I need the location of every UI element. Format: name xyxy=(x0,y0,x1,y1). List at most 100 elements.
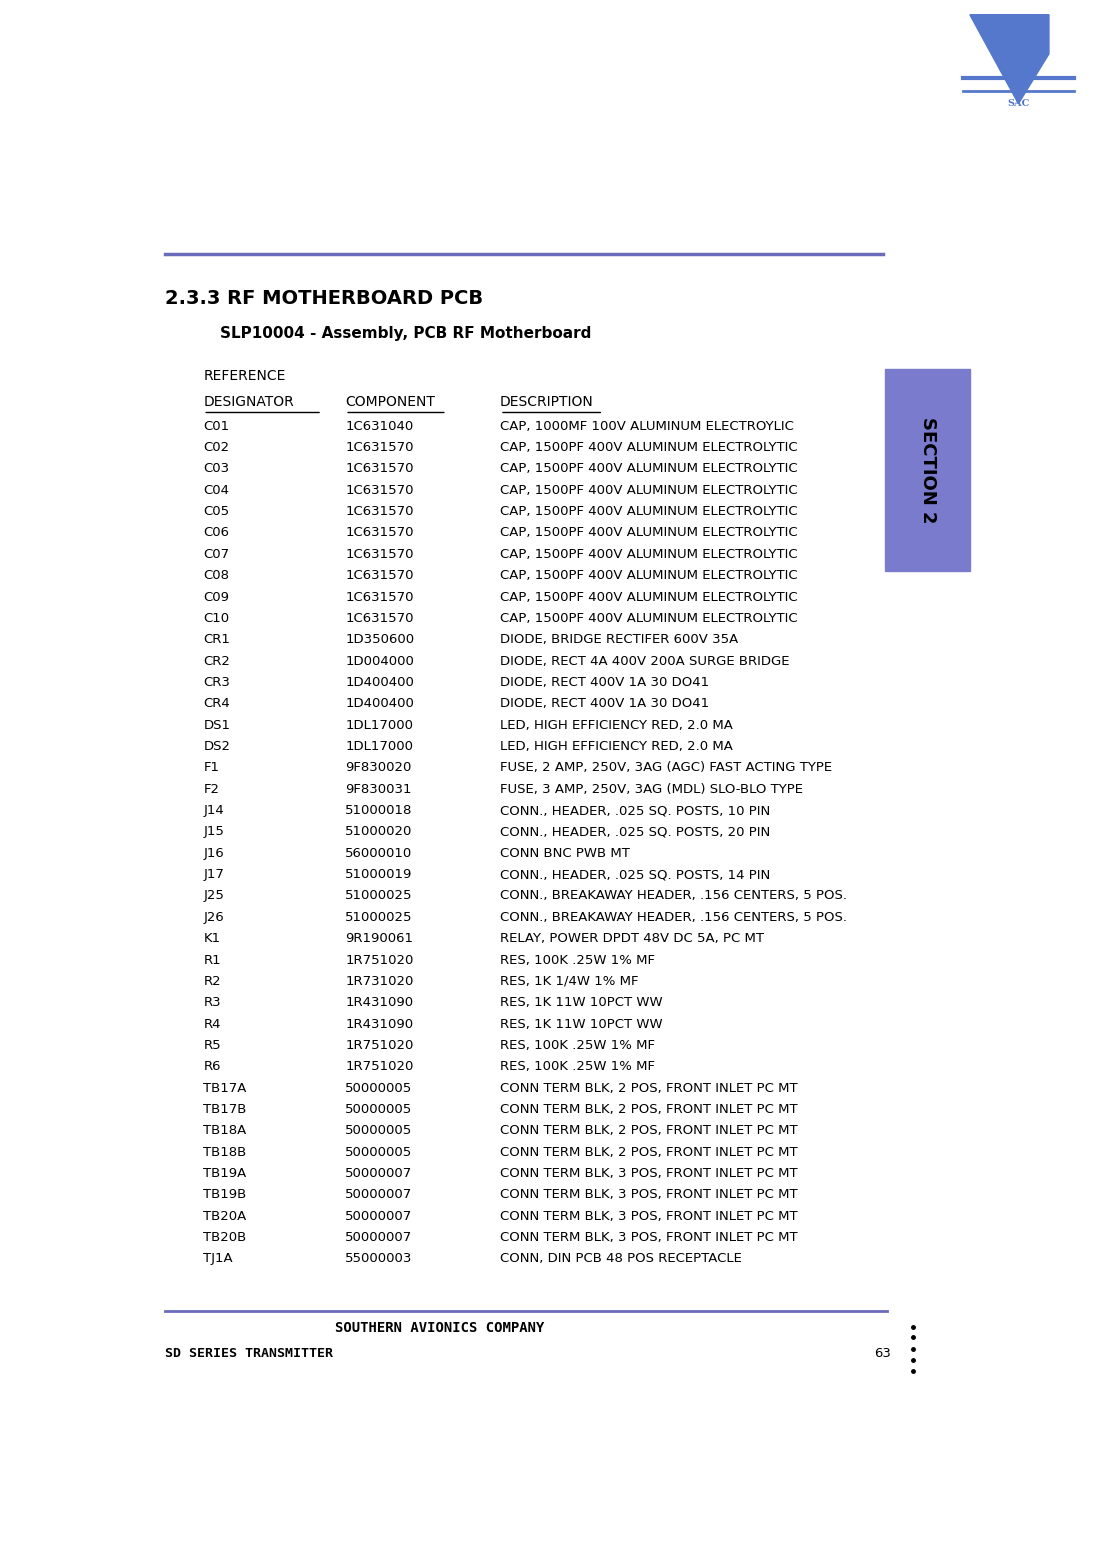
Text: 50000005: 50000005 xyxy=(345,1103,413,1116)
Text: TB20A: TB20A xyxy=(203,1211,246,1223)
Text: RES, 100K .25W 1% MF: RES, 100K .25W 1% MF xyxy=(500,1061,655,1073)
Text: 50000007: 50000007 xyxy=(345,1231,413,1245)
Text: DIODE, RECT 400V 1A 30 DO41: DIODE, RECT 400V 1A 30 DO41 xyxy=(500,698,709,710)
Text: CAP, 1500PF 400V ALUMINUM ELECTROLYTIC: CAP, 1500PF 400V ALUMINUM ELECTROLYTIC xyxy=(500,527,798,539)
Text: 50000005: 50000005 xyxy=(345,1125,413,1137)
Text: DIODE, RECT 400V 1A 30 DO41: DIODE, RECT 400V 1A 30 DO41 xyxy=(500,676,709,689)
Text: 1DL17000: 1DL17000 xyxy=(345,718,413,732)
Text: CONN TERM BLK, 2 POS, FRONT INLET PC MT: CONN TERM BLK, 2 POS, FRONT INLET PC MT xyxy=(500,1145,798,1159)
Text: 1C631570: 1C631570 xyxy=(345,441,414,453)
Text: RES, 100K .25W 1% MF: RES, 100K .25W 1% MF xyxy=(500,1039,655,1052)
Text: F1: F1 xyxy=(203,762,220,774)
Text: RES, 1K 11W 10PCT WW: RES, 1K 11W 10PCT WW xyxy=(500,1017,663,1030)
Text: 1C631570: 1C631570 xyxy=(345,569,414,583)
Text: 1C631570: 1C631570 xyxy=(345,548,414,561)
Text: C05: C05 xyxy=(203,505,230,519)
Text: DIODE, RECT 4A 400V 200A SURGE BRIDGE: DIODE, RECT 4A 400V 200A SURGE BRIDGE xyxy=(500,654,789,667)
Text: CAP, 1500PF 400V ALUMINUM ELECTROLYTIC: CAP, 1500PF 400V ALUMINUM ELECTROLYTIC xyxy=(500,590,798,603)
Text: C03: C03 xyxy=(203,463,230,475)
Text: C01: C01 xyxy=(203,419,230,433)
Text: 51000020: 51000020 xyxy=(345,826,413,838)
Text: C07: C07 xyxy=(203,548,230,561)
Text: CR3: CR3 xyxy=(203,676,230,689)
Text: TB19A: TB19A xyxy=(203,1167,246,1179)
Text: 9F830020: 9F830020 xyxy=(345,762,412,774)
Text: 51000025: 51000025 xyxy=(345,911,413,924)
Text: 1C631570: 1C631570 xyxy=(345,590,414,603)
Text: 1D400400: 1D400400 xyxy=(345,698,414,710)
Text: TB18A: TB18A xyxy=(203,1125,246,1137)
Text: TB17A: TB17A xyxy=(203,1081,246,1095)
Text: CONN TERM BLK, 3 POS, FRONT INLET PC MT: CONN TERM BLK, 3 POS, FRONT INLET PC MT xyxy=(500,1211,798,1223)
Text: 1R751020: 1R751020 xyxy=(345,953,414,966)
Text: J17: J17 xyxy=(203,868,224,882)
Text: CONN., HEADER, .025 SQ. POSTS, 20 PIN: CONN., HEADER, .025 SQ. POSTS, 20 PIN xyxy=(500,826,770,838)
Text: F2: F2 xyxy=(203,782,220,796)
Text: 50000007: 50000007 xyxy=(345,1167,413,1179)
Text: CR1: CR1 xyxy=(203,633,230,647)
Text: 9R190061: 9R190061 xyxy=(345,932,413,946)
Text: RELAY, POWER DPDT 48V DC 5A, PC MT: RELAY, POWER DPDT 48V DC 5A, PC MT xyxy=(500,932,764,946)
Text: RES, 1K 11W 10PCT WW: RES, 1K 11W 10PCT WW xyxy=(500,996,663,1010)
Text: CONN., HEADER, .025 SQ. POSTS, 14 PIN: CONN., HEADER, .025 SQ. POSTS, 14 PIN xyxy=(500,868,770,882)
Text: C04: C04 xyxy=(203,483,230,497)
Text: 50000005: 50000005 xyxy=(345,1081,413,1095)
Text: LED, HIGH EFFICIENCY RED, 2.0 MA: LED, HIGH EFFICIENCY RED, 2.0 MA xyxy=(500,718,733,732)
Text: SAC: SAC xyxy=(1007,100,1030,108)
Text: DIODE, BRIDGE RECTIFER 600V 35A: DIODE, BRIDGE RECTIFER 600V 35A xyxy=(500,633,738,647)
Text: C02: C02 xyxy=(203,441,230,453)
Text: 9F830031: 9F830031 xyxy=(345,782,412,796)
Text: DESIGNATOR: DESIGNATOR xyxy=(203,394,294,408)
Text: TB17B: TB17B xyxy=(203,1103,246,1116)
Text: SOUTHERN AVIONICS COMPANY: SOUTHERN AVIONICS COMPANY xyxy=(335,1321,545,1335)
Text: 1C631570: 1C631570 xyxy=(345,505,414,519)
Text: R4: R4 xyxy=(203,1017,221,1030)
Bar xyxy=(886,369,970,570)
Text: COMPONENT: COMPONENT xyxy=(345,394,435,408)
Text: J15: J15 xyxy=(203,826,224,838)
Text: CONN, DIN PCB 48 POS RECEPTACLE: CONN, DIN PCB 48 POS RECEPTACLE xyxy=(500,1253,741,1265)
Text: CR4: CR4 xyxy=(203,698,230,710)
Text: TB18B: TB18B xyxy=(203,1145,246,1159)
Text: 51000019: 51000019 xyxy=(345,868,413,882)
Text: CONN TERM BLK, 2 POS, FRONT INLET PC MT: CONN TERM BLK, 2 POS, FRONT INLET PC MT xyxy=(500,1103,798,1116)
Polygon shape xyxy=(970,14,1049,104)
Text: 1R431090: 1R431090 xyxy=(345,996,413,1010)
Text: CONN TERM BLK, 2 POS, FRONT INLET PC MT: CONN TERM BLK, 2 POS, FRONT INLET PC MT xyxy=(500,1125,798,1137)
Text: CONN., BREAKAWAY HEADER, .156 CENTERS, 5 POS.: CONN., BREAKAWAY HEADER, .156 CENTERS, 5… xyxy=(500,911,847,924)
Text: 56000010: 56000010 xyxy=(345,848,413,860)
Text: TB19B: TB19B xyxy=(203,1189,246,1201)
Text: 1C631040: 1C631040 xyxy=(345,419,413,433)
Text: CONN TERM BLK, 3 POS, FRONT INLET PC MT: CONN TERM BLK, 3 POS, FRONT INLET PC MT xyxy=(500,1167,798,1179)
Text: 50000007: 50000007 xyxy=(345,1189,413,1201)
Text: 2.3.3 RF MOTHERBOARD PCB: 2.3.3 RF MOTHERBOARD PCB xyxy=(164,288,483,308)
Text: 51000025: 51000025 xyxy=(345,890,413,902)
Text: CONN TERM BLK, 3 POS, FRONT INLET PC MT: CONN TERM BLK, 3 POS, FRONT INLET PC MT xyxy=(500,1189,798,1201)
Text: 50000007: 50000007 xyxy=(345,1211,413,1223)
Text: J26: J26 xyxy=(203,911,224,924)
Text: K1: K1 xyxy=(203,932,221,946)
Text: C06: C06 xyxy=(203,527,230,539)
Text: R2: R2 xyxy=(203,975,221,988)
Text: SD SERIES TRANSMITTER: SD SERIES TRANSMITTER xyxy=(164,1348,333,1360)
Text: 1R751020: 1R751020 xyxy=(345,1061,414,1073)
Text: CAP, 1500PF 400V ALUMINUM ELECTROLYTIC: CAP, 1500PF 400V ALUMINUM ELECTROLYTIC xyxy=(500,569,798,583)
Text: 1D004000: 1D004000 xyxy=(345,654,414,667)
Text: 1C631570: 1C631570 xyxy=(345,612,414,625)
Text: REFERENCE: REFERENCE xyxy=(203,369,285,383)
Text: 1D350600: 1D350600 xyxy=(345,633,414,647)
Text: CONN TERM BLK, 3 POS, FRONT INLET PC MT: CONN TERM BLK, 3 POS, FRONT INLET PC MT xyxy=(500,1231,798,1245)
Text: FUSE, 3 AMP, 250V, 3AG (MDL) SLO-BLO TYPE: FUSE, 3 AMP, 250V, 3AG (MDL) SLO-BLO TYP… xyxy=(500,782,803,796)
Text: CONN TERM BLK, 2 POS, FRONT INLET PC MT: CONN TERM BLK, 2 POS, FRONT INLET PC MT xyxy=(500,1081,798,1095)
Text: DESCRIPTION: DESCRIPTION xyxy=(500,394,594,408)
Text: CAP, 1500PF 400V ALUMINUM ELECTROLYTIC: CAP, 1500PF 400V ALUMINUM ELECTROLYTIC xyxy=(500,463,798,475)
Text: 63: 63 xyxy=(875,1348,891,1360)
Text: RES, 1K 1/4W 1% MF: RES, 1K 1/4W 1% MF xyxy=(500,975,638,988)
Text: 55000003: 55000003 xyxy=(345,1253,413,1265)
Text: J25: J25 xyxy=(203,890,224,902)
Text: C09: C09 xyxy=(203,590,230,603)
Text: DS2: DS2 xyxy=(203,740,230,753)
Text: 1DL17000: 1DL17000 xyxy=(345,740,413,753)
Text: CAP, 1500PF 400V ALUMINUM ELECTROLYTIC: CAP, 1500PF 400V ALUMINUM ELECTROLYTIC xyxy=(500,612,798,625)
Text: RES, 100K .25W 1% MF: RES, 100K .25W 1% MF xyxy=(500,953,655,966)
